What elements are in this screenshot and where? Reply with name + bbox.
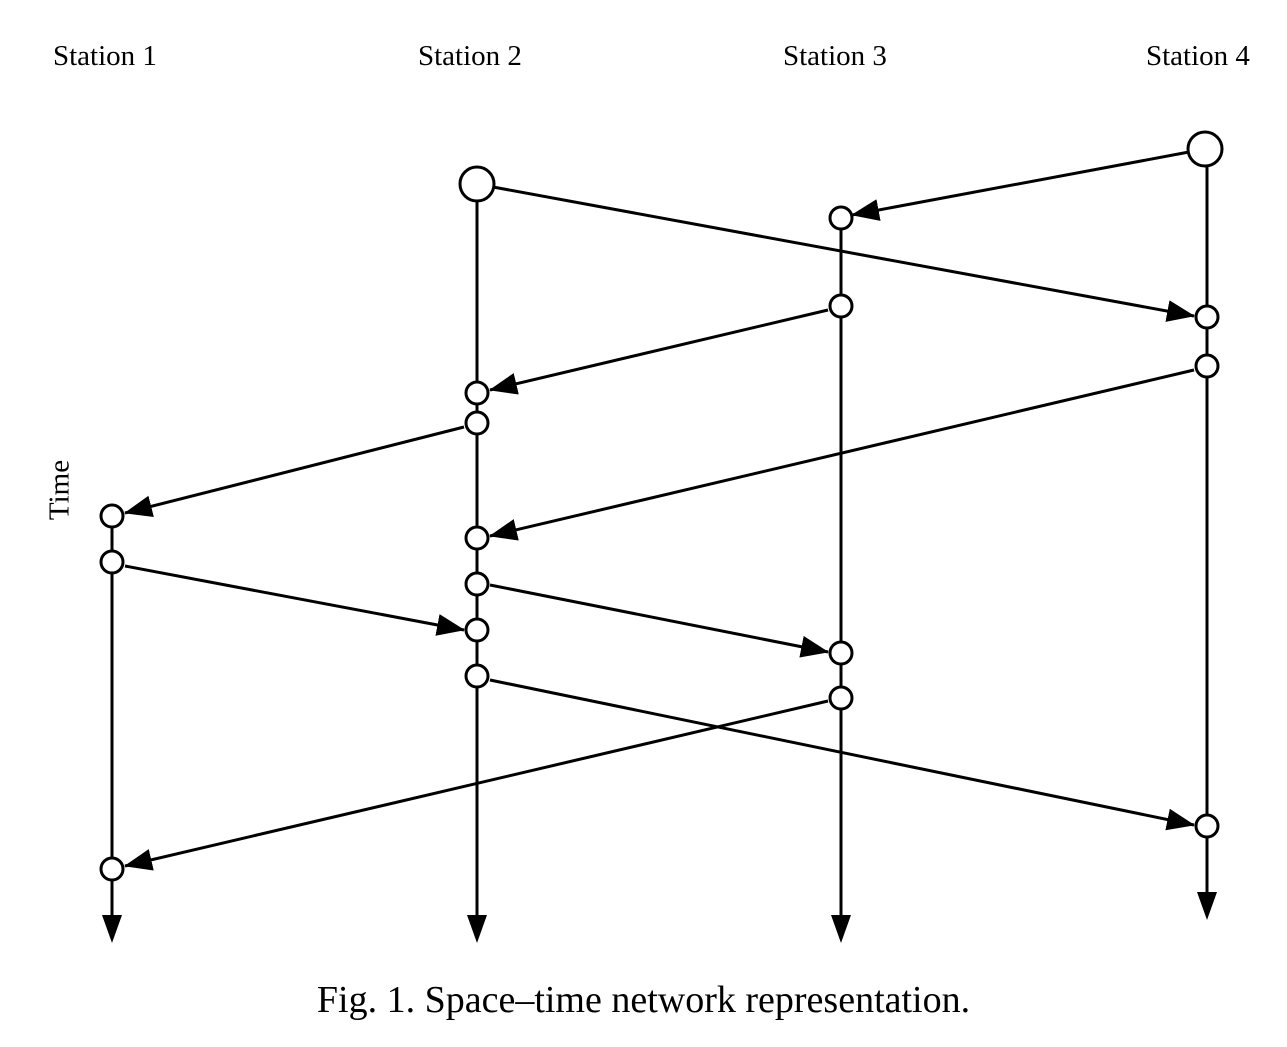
node-s2-d (464, 571, 490, 597)
arc-s3-to-s1 (124, 699, 829, 871)
arc-s2-to-s4 (492, 185, 1195, 322)
arc-s4-to-s2 (489, 368, 1195, 541)
node-s4-c (1194, 813, 1220, 839)
node-s4-a (1194, 304, 1220, 330)
node-s2-c (464, 525, 490, 551)
node-s2-f (464, 663, 490, 689)
node-s3-a (828, 205, 854, 231)
station-label-3: Station 3 (783, 40, 887, 72)
node-s2-source (458, 165, 496, 203)
node-s3-d (828, 685, 854, 711)
node-s2-a (464, 380, 490, 406)
node-s1-c (99, 856, 125, 882)
arc-s4-to-s3 (851, 150, 1190, 221)
timeline-arrowhead-4 (1197, 892, 1217, 920)
arc-s2-to-s4-late (489, 678, 1195, 831)
node-s4-b (1194, 353, 1220, 379)
node-s3-b (828, 293, 854, 319)
node-s3-c (828, 640, 854, 666)
node-s2-e (464, 617, 490, 643)
arc-s2-to-s1 (124, 425, 465, 518)
arc-s2-to-s3 (489, 583, 829, 658)
station-label-1: Station 1 (53, 40, 157, 72)
arc-s3-to-s2 (489, 308, 829, 395)
node-s1-b (99, 549, 125, 575)
timeline-arrowhead-3 (831, 915, 851, 943)
figure-caption: Fig. 1. Space–time network representatio… (316, 979, 971, 1021)
station-label-2: Station 2 (418, 40, 522, 72)
node-s1-a (99, 503, 125, 529)
timeline-arrowhead-1 (102, 915, 122, 943)
node-s2-b (464, 410, 490, 436)
station-label-4: Station 4 (1146, 40, 1250, 72)
arc-s1-to-s2 (124, 564, 465, 636)
timeline-arrowhead-2 (467, 915, 487, 943)
node-s4-source (1186, 130, 1224, 168)
